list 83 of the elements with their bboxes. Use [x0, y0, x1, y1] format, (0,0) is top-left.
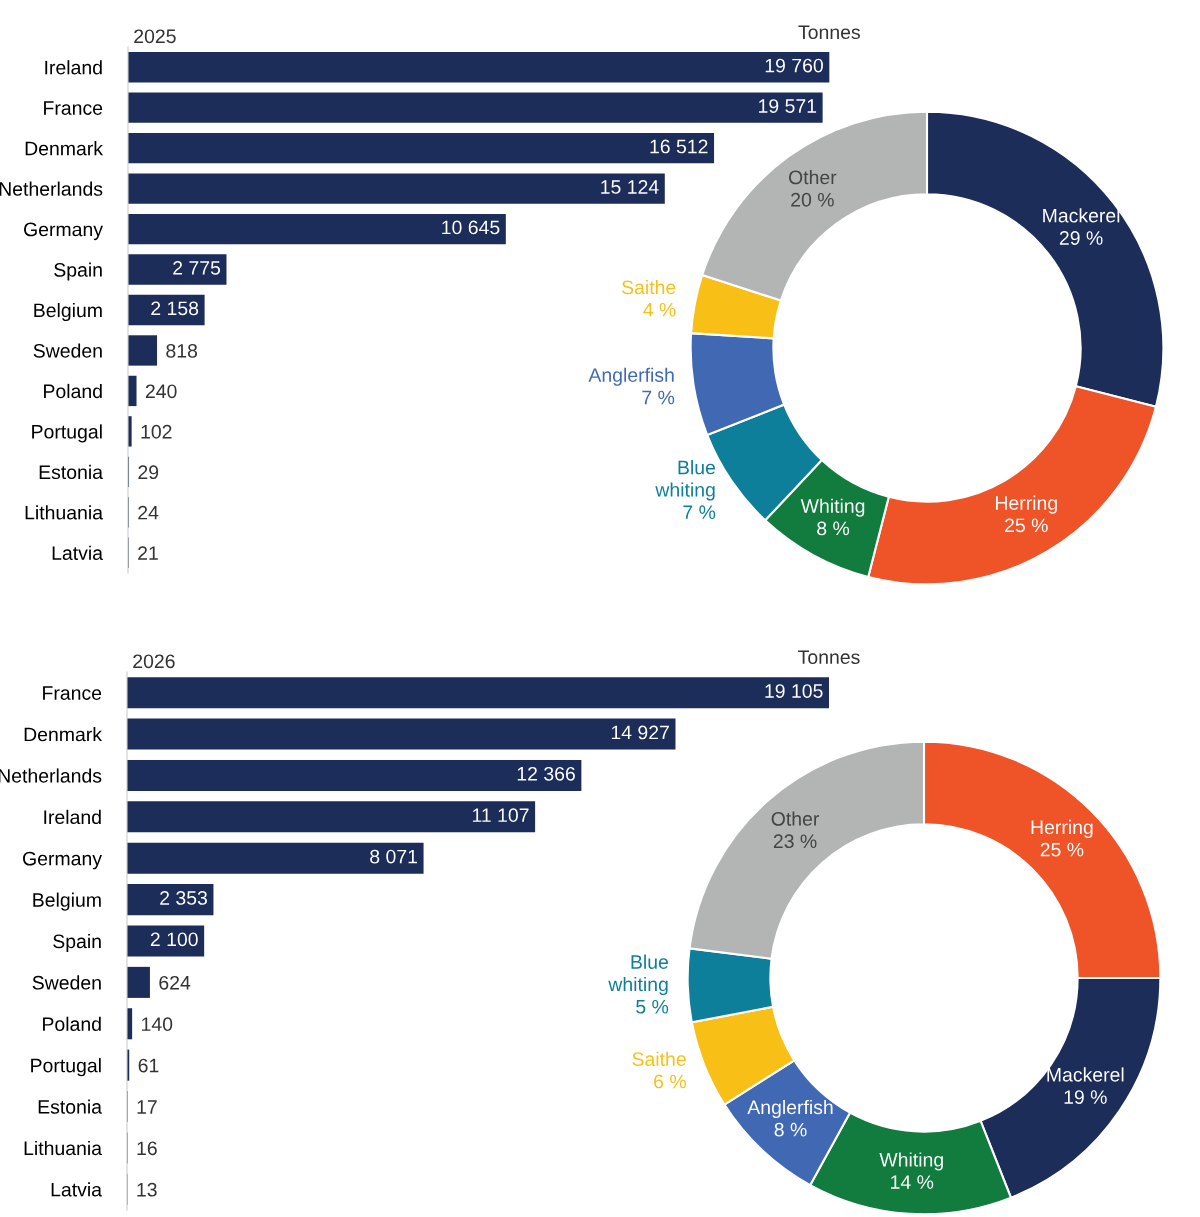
- y-tick-label: Denmark: [24, 727, 103, 742]
- data-label: 140: [142, 1017, 173, 1032]
- y-tick-label: Spain: [54, 262, 102, 281]
- y-tick-label: Belgium: [33, 892, 101, 911]
- data-label: 8 %: [774, 1122, 807, 1137]
- data-label: 818: [166, 343, 198, 358]
- data-label: 14 %: [891, 1175, 934, 1189]
- data-label: 16: [137, 1141, 157, 1156]
- data-label: 23 %: [773, 834, 817, 849]
- slice-label: Saithe: [632, 1051, 686, 1067]
- data-label: 24: [138, 505, 159, 520]
- y-tick-label: Ireland: [44, 809, 101, 825]
- y-tick-label: Poland: [44, 383, 102, 399]
- data-label: 7 %: [683, 505, 716, 519]
- data-label: 16 512: [650, 139, 708, 154]
- chart-title: 2026: [133, 654, 175, 669]
- data-label: 19 105: [765, 684, 823, 698]
- slice-label: Other: [771, 811, 820, 826]
- data-label: 19 %: [1064, 1090, 1107, 1104]
- data-label: 14 927: [611, 725, 669, 740]
- y-tick-label: Latvia: [52, 545, 103, 561]
- data-label: 29 %: [1059, 231, 1103, 245]
- data-label: 2 158: [151, 301, 199, 316]
- data-label: 10 645: [442, 220, 500, 235]
- y-tick-label: Germany: [24, 222, 103, 241]
- data-label: 7 %: [642, 390, 675, 405]
- y-tick-label: Germany: [23, 851, 102, 870]
- data-label: 20 %: [791, 192, 834, 207]
- y-tick-label: Lithuania: [25, 505, 104, 520]
- slice-label: Blue whiting: [655, 460, 716, 501]
- y-tick-label: Belgium: [34, 302, 102, 322]
- slice-label: Whiting: [800, 498, 865, 517]
- data-label: 15 124: [601, 180, 659, 194]
- y-tick-label: France: [44, 101, 103, 115]
- data-label: 29: [138, 465, 159, 480]
- slice-label: Mackerel: [1043, 208, 1120, 223]
- data-label: 17: [137, 1100, 157, 1114]
- slice-label: Anglerfish: [588, 367, 674, 386]
- data-label: 2 775: [173, 260, 221, 275]
- slice-label: Whiting: [879, 1152, 943, 1171]
- y-tick-label: Denmark: [25, 141, 104, 156]
- data-label: 19 571: [759, 99, 817, 113]
- data-label: 25 %: [1040, 842, 1084, 857]
- y-tick-label: Ireland: [45, 60, 102, 75]
- y-tick-label: Lithuania: [24, 1140, 103, 1156]
- data-label: 8 %: [817, 521, 850, 536]
- data-label: 2 100: [150, 932, 198, 947]
- data-label: 102: [141, 424, 172, 439]
- slice-label: Blue whiting: [608, 954, 668, 996]
- data-label: 11 107: [472, 808, 529, 823]
- slice-label: Mackerel: [1047, 1067, 1124, 1082]
- data-label: 21: [138, 546, 158, 560]
- slice-label: Saithe: [622, 279, 676, 295]
- data-label: 8 071: [370, 849, 417, 864]
- data-label: 240: [145, 384, 177, 399]
- data-label: 19 760: [765, 58, 823, 73]
- data-label: 624: [159, 975, 191, 990]
- data-label: 2 353: [160, 891, 207, 905]
- slice-label: Herring: [995, 495, 1057, 514]
- slice-label: Anglerfish: [747, 1099, 833, 1119]
- y-tick-label: Netherlands: [0, 181, 103, 196]
- y-tick-label: Sweden: [32, 975, 101, 990]
- y-tick-label: Latvia: [51, 1182, 102, 1197]
- y-tick-label: France: [43, 686, 102, 700]
- x-axis-title: Tonnes: [798, 25, 860, 40]
- slice-label: Other: [788, 170, 837, 185]
- data-label: 25 %: [1005, 518, 1048, 533]
- y-tick-label: Spain: [53, 933, 101, 953]
- chart-title: 2025: [134, 29, 176, 44]
- y-tick-label: Portugal: [32, 424, 102, 443]
- data-label: 12 366: [517, 766, 575, 781]
- data-label: 13: [137, 1182, 157, 1197]
- data-label: 6 %: [654, 1074, 686, 1089]
- y-tick-label: Estonia: [38, 1099, 102, 1114]
- y-tick-label: Poland: [43, 1016, 101, 1032]
- slice-label: Herring: [1031, 819, 1093, 838]
- data-label: 61: [138, 1058, 159, 1073]
- data-label: 5 %: [636, 999, 669, 1014]
- y-tick-label: Sweden: [33, 343, 102, 358]
- y-tick-label: Portugal: [31, 1058, 101, 1077]
- y-tick-label: Estonia: [39, 464, 103, 480]
- x-axis-title: Tonnes: [798, 650, 860, 665]
- data-label: 4 %: [643, 302, 676, 317]
